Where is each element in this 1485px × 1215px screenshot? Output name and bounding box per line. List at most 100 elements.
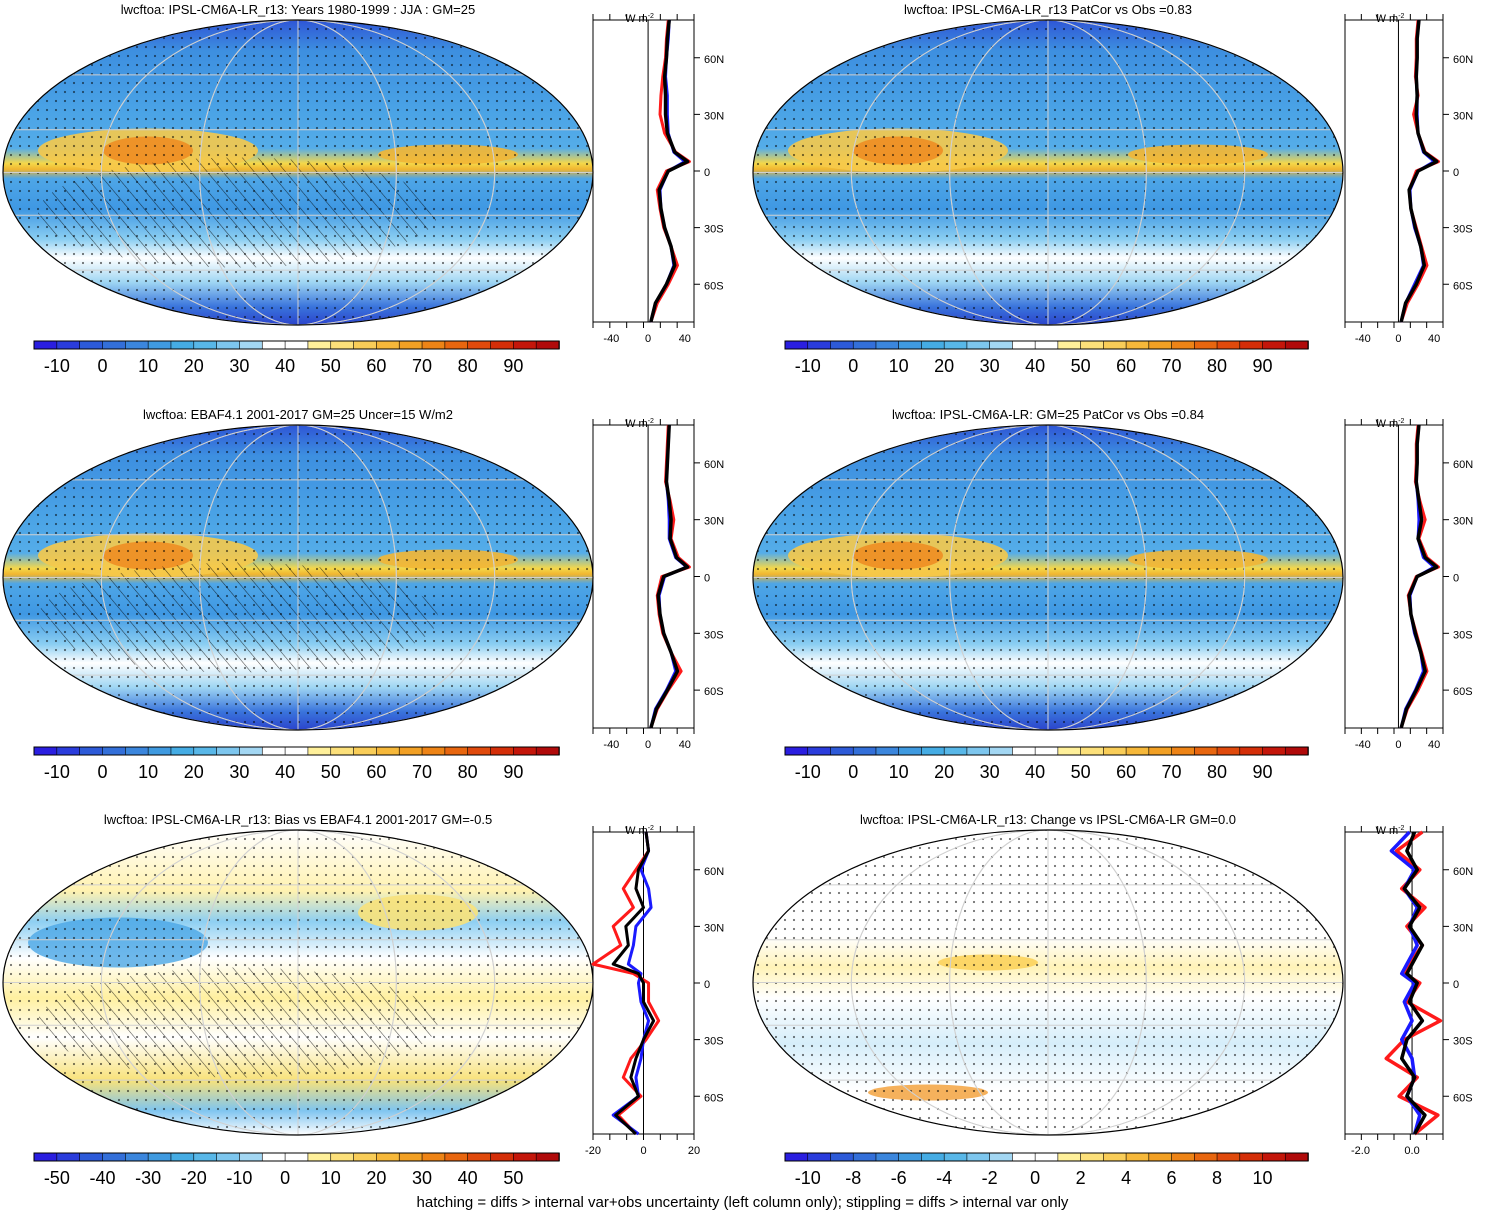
colorbar-label: 50 [321,356,341,376]
colorbar-swatch [79,746,104,756]
colorbar-label: 20 [934,356,954,376]
colorbar-swatch [1125,746,1150,756]
profile-x-tick-label: 0 [645,333,651,345]
profile-frame [592,19,695,323]
colorbar-label: 80 [1207,762,1227,782]
profile-lat-label: 60N [704,54,724,66]
colorbar-swatch [284,340,309,350]
colorbar-label: 80 [458,356,478,376]
colorbar-swatch [989,746,1014,756]
colorbar-swatch [490,1152,515,1162]
colorbar-label: 10 [321,1168,341,1188]
colorbar-swatch [261,746,286,756]
profile-lat-label: 30N [704,110,724,122]
zonal-profile: W m-2 -40 0 40 60N 30N 0 30S 60S [1344,418,1473,751]
units-exponent: -2 [1398,13,1404,20]
colorbar-swatch [1034,746,1059,756]
profile-x-tick-label: -40 [1355,739,1371,751]
colorbar-swatch [444,746,469,756]
colorbar-swatch [807,746,832,756]
colorbar-swatch [193,746,218,756]
colorbar-swatch [1125,340,1150,350]
profile-x-tick-label: 40 [679,333,691,345]
colorbar-label: 8 [1212,1168,1222,1188]
colorbar-swatch [966,340,991,350]
colorbar-swatch [125,1152,149,1162]
zonal-profile: W m-2 -2.0 0.0 60N 30N 0 30S 60S [1344,825,1473,1157]
colorbar-label: 10 [138,356,158,376]
colorbar-label: -10 [795,1168,821,1188]
colorbar-swatch [852,1152,877,1162]
hatching [38,967,438,1078]
colorbar-swatch [1216,746,1241,756]
map-area [753,830,1343,1135]
profile-lat-label: 60N [1453,54,1473,66]
colorbar-label: 90 [503,762,523,782]
profile-lat-label: 60S [704,1092,724,1104]
colorbar-swatch [513,340,537,350]
colorbar-swatch [1239,340,1264,350]
colorbar-label: 10 [138,762,158,782]
colorbar-swatch [330,1152,355,1162]
colorbar-swatch [1103,1152,1127,1162]
profile-lat-label: 30N [1453,922,1473,934]
colorbar-swatch [784,746,809,756]
map-area [3,830,593,1135]
units-base: W m [1376,13,1399,25]
profile-line-model [591,831,661,1136]
panel-1: lwcftoa: IPSL-CM6A-LR_r13: Years 1980-19… [2,2,724,376]
colorbar-swatch [1171,1152,1196,1162]
panel-title: lwcftoa: IPSL-CM6A-LR_r13: Bias vs EBAF4… [104,812,492,827]
profile-x-tick-label: 0 [1395,333,1401,345]
profile-x-tick-label: 20 [688,1145,700,1157]
colorbar-label: 50 [1071,762,1091,782]
colorbar-swatch [444,1152,469,1162]
colorbar-swatch [170,1152,195,1162]
colorbar-label: 10 [1253,1168,1273,1188]
colorbar-label: 30 [229,356,249,376]
profile-line-mean [1399,424,1439,729]
colorbar-label: -10 [226,1168,252,1188]
colorbar-label: 70 [412,356,432,376]
profile-lat-label: 0 [704,979,710,991]
colorbar: -10 0 10 20 30 40 50 60 70 80 90 [33,340,560,376]
colorbar-swatch [1057,340,1082,350]
units-base: W m [1376,418,1399,430]
colorbar-swatch [1262,1152,1287,1162]
profile-units: W m-2 [625,418,654,430]
map-area [753,425,1343,730]
colorbar-label: -50 [44,1168,70,1188]
profile-lat-label: 60N [704,866,724,878]
colorbar-swatch [1148,746,1173,756]
colorbar-swatch [784,1152,809,1162]
colorbar-swatch [1148,340,1173,350]
colorbar-swatch [1284,746,1309,756]
units-base: W m [1376,825,1399,837]
colorbar-swatch [33,340,58,350]
colorbar-swatch [33,1152,58,1162]
colorbar-swatch [147,746,172,756]
colorbar-label: 40 [1025,356,1045,376]
colorbar-frame [33,340,560,350]
profile-lat-label: 60N [704,459,724,471]
colorbar-label: 50 [1071,356,1091,376]
profile-x-tick-label: 40 [679,739,691,751]
colorbar-label: 40 [458,1168,478,1188]
profile-units: W m-2 [1376,825,1405,837]
colorbar-swatch [1012,746,1036,756]
colorbar-swatch [966,746,991,756]
colorbar-swatch [1171,746,1196,756]
profile-lat-label: 60S [1453,686,1473,698]
colorbar-swatch [490,746,515,756]
colorbar-swatch [1194,1152,1218,1162]
colorbar-swatch [852,746,877,756]
colorbar-label: 30 [980,762,1000,782]
colorbar-swatch [147,340,172,350]
colorbar-frame [33,1152,560,1162]
profile-lat-label: 60N [1453,866,1473,878]
colorbar-swatch [261,340,286,350]
colorbar-swatch [79,340,104,350]
profile-x-tick-label: 0 [645,739,651,751]
colorbar: -10 0 10 20 30 40 50 60 70 80 90 [784,340,1309,376]
colorbar-label: -10 [44,356,70,376]
